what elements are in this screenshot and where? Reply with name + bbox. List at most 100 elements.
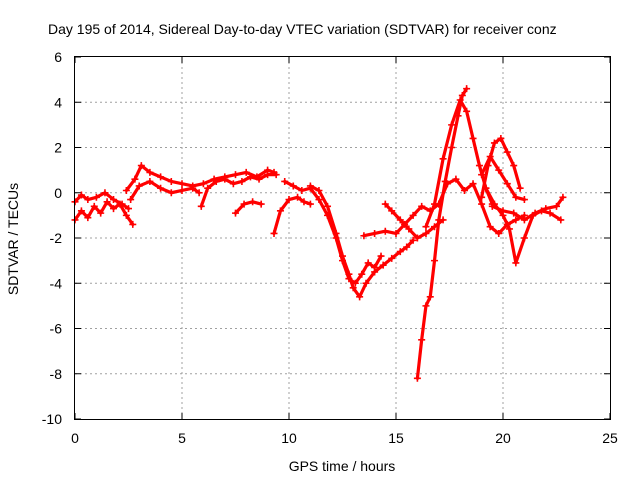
data-point-marker (439, 155, 447, 163)
data-point-marker (463, 107, 471, 115)
data-point-marker (531, 209, 539, 217)
data-point-marker (413, 234, 421, 242)
data-point-marker (520, 216, 528, 224)
data-point-marker (396, 248, 404, 256)
data-point-marker (486, 153, 494, 161)
data-point-marker (371, 229, 379, 237)
data-point-marker (510, 162, 518, 170)
data-point-marker (232, 209, 239, 217)
data-point-marker (146, 168, 154, 176)
data-point-marker (435, 200, 443, 208)
data-point-marker (510, 209, 518, 217)
y-tick-label: -6 (50, 321, 63, 337)
data-point-marker (195, 189, 203, 197)
data-point-marker (199, 180, 207, 188)
data-point-marker (131, 175, 139, 183)
data-point-marker (503, 148, 511, 156)
data-point-marker (157, 184, 165, 192)
y-tick-label: -4 (50, 275, 63, 291)
data-point-marker (110, 205, 118, 213)
data-point-marker (84, 196, 92, 204)
data-point-marker (516, 184, 524, 192)
data-point-marker (289, 182, 297, 190)
data-point-marker (242, 168, 250, 176)
data-point-marker (418, 336, 426, 344)
data-point-marker (246, 173, 254, 181)
data-point-marker (362, 279, 370, 287)
data-point-marker (542, 205, 550, 213)
data-point-marker (478, 171, 486, 179)
data-point-marker (495, 229, 503, 237)
data-point-marker (157, 173, 165, 181)
data-point-marker (339, 252, 346, 260)
series-track-15 (478, 134, 524, 201)
data-point-marker (167, 189, 175, 197)
data-point-marker (77, 191, 85, 199)
data-point-marker (553, 202, 560, 210)
data-point-marker (122, 211, 130, 219)
data-point-marker (294, 193, 302, 201)
data-point-marker (381, 227, 389, 235)
data-point-marker (557, 216, 565, 224)
series-track-18 (488, 193, 567, 224)
data-point-marker (249, 198, 257, 206)
x-tick-label: 10 (281, 430, 297, 446)
data-point-marker (129, 220, 137, 228)
data-point-marker (285, 196, 293, 204)
data-point-marker (92, 193, 100, 201)
data-point-marker (448, 121, 456, 129)
data-point-marker (332, 229, 340, 237)
data-point-marker (486, 223, 494, 231)
data-point-marker (255, 175, 263, 183)
data-point-marker (232, 171, 239, 179)
y-tick-label: -10 (42, 411, 62, 427)
data-point-marker (189, 184, 197, 192)
plot-frame (74, 56, 611, 420)
data-point-marker (110, 196, 118, 204)
y-tick-label: 6 (54, 49, 62, 65)
data-point-marker (349, 284, 357, 292)
data-point-marker (167, 177, 175, 185)
data-series (71, 85, 567, 382)
series-track-12 (413, 85, 471, 382)
data-point-marker (298, 186, 306, 194)
data-point-marker (90, 202, 98, 210)
data-point-marker (512, 259, 520, 267)
data-point-marker (443, 180, 451, 188)
data-point-marker (178, 180, 186, 188)
data-point-marker (381, 200, 389, 208)
data-point-marker (559, 193, 567, 201)
data-point-marker (197, 202, 205, 210)
data-point-marker (482, 184, 490, 192)
series-track-4 (127, 177, 203, 204)
data-point-marker (101, 189, 109, 197)
data-point-marker (478, 193, 486, 201)
x-tick-label: 5 (178, 430, 186, 446)
data-point-marker (356, 293, 364, 301)
series-track-7 (270, 193, 314, 237)
data-point-marker (460, 186, 468, 194)
data-point-marker (125, 205, 132, 213)
data-point-marker (371, 268, 379, 276)
grid (75, 57, 610, 419)
data-point-marker (495, 166, 503, 174)
data-point-marker (97, 209, 105, 217)
data-point-marker (315, 196, 323, 204)
data-point-marker (418, 202, 426, 210)
series-line (73, 200, 135, 227)
data-point-marker (300, 198, 308, 206)
data-point-marker (103, 198, 111, 206)
data-point-marker (456, 96, 464, 104)
data-point-marker (426, 293, 434, 301)
data-point-marker (324, 202, 332, 210)
data-point-marker (135, 182, 143, 190)
data-point-marker (345, 270, 353, 278)
data-point-marker (512, 216, 520, 224)
y-tick-label: 2 (54, 140, 62, 156)
data-point-marker (512, 193, 520, 201)
data-point-marker (240, 200, 248, 208)
x-tick-label: 25 (602, 430, 618, 446)
data-point-marker (377, 252, 385, 260)
data-point-marker (272, 171, 280, 179)
